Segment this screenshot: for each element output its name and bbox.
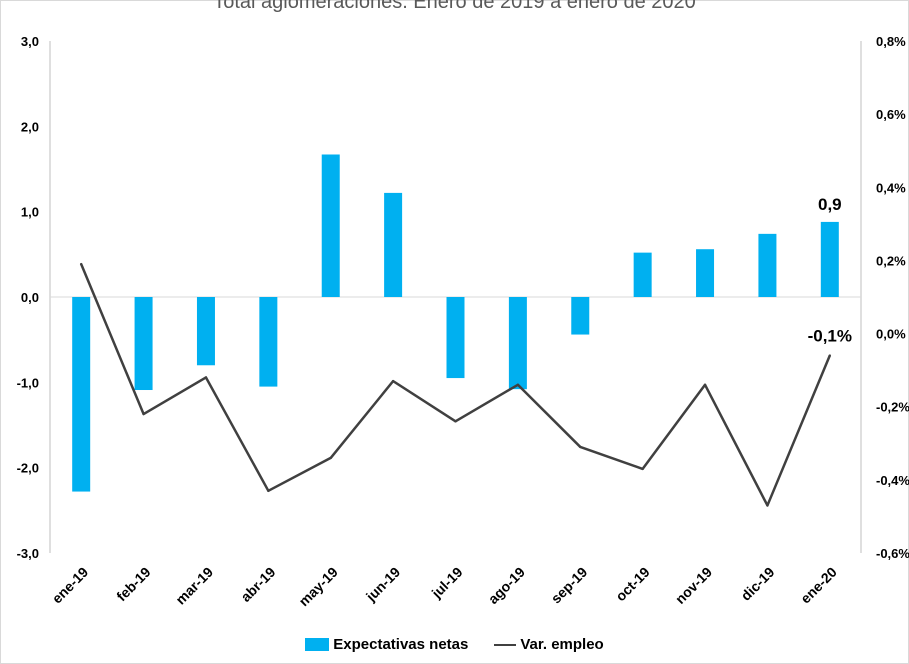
data-label-bar: 0,9 — [818, 195, 842, 214]
line-point — [766, 504, 769, 507]
bar — [321, 154, 340, 297]
line-point — [329, 456, 332, 460]
y-left-tick-label: 3,0 — [21, 34, 39, 49]
y-right-tick-label: 0,0% — [876, 327, 906, 342]
legend-item-line: Var. empleo — [494, 636, 604, 653]
y-right-tick-label: -0,2% — [876, 400, 909, 415]
x-tick-label: ene-19 — [49, 564, 92, 607]
x-tick-label: dic-19 — [738, 564, 778, 604]
x-tick-label: nov-19 — [672, 564, 715, 607]
x-tick-label: jun-19 — [362, 564, 403, 605]
line-point — [267, 489, 270, 493]
legend-item-bars: Expectativas netas — [305, 636, 468, 653]
x-tick-label: sep-19 — [548, 564, 591, 607]
bar — [820, 221, 839, 297]
x-tick-label: may-19 — [295, 564, 341, 610]
legend-swatch-bars — [305, 638, 330, 651]
line-point — [828, 354, 832, 357]
x-tick-label: mar-19 — [172, 564, 216, 608]
line-point — [142, 412, 145, 416]
y-right-tick-label: -0,6% — [876, 546, 909, 561]
bar — [696, 249, 715, 297]
bar — [446, 297, 465, 379]
bar — [196, 297, 215, 366]
y-left-tick-label: -1,0 — [17, 375, 39, 390]
x-tick-label: ene-20 — [797, 564, 840, 607]
x-tick-label: feb-19 — [113, 564, 154, 605]
y-left-tick-label: -3,0 — [17, 546, 39, 561]
legend: Expectativas netas Var. empleo — [0, 636, 909, 653]
x-tick-label: jul-19 — [428, 564, 466, 602]
bar — [259, 297, 278, 387]
bar — [758, 233, 777, 297]
line-point — [391, 379, 395, 383]
y-right-tick-label: 0,8% — [876, 34, 906, 49]
line-point — [579, 445, 582, 449]
y-right-tick-label: 0,2% — [876, 253, 906, 268]
y-right-tick-label: 0,4% — [876, 180, 906, 195]
data-label-line: -0,1% — [808, 327, 852, 346]
y-left-tick-label: 0,0 — [21, 290, 39, 305]
line-point — [703, 383, 707, 386]
y-left-tick-label: -2,0 — [17, 461, 39, 476]
line-point — [79, 262, 83, 266]
legend-label-bars: Expectativas netas — [333, 636, 469, 653]
bar — [508, 297, 527, 390]
line-point — [641, 467, 644, 471]
x-tick-label: ago-19 — [485, 564, 528, 607]
y-right-tick-label: 0,6% — [876, 107, 906, 122]
bar — [384, 192, 403, 297]
y-right-tick-label: -0,4% — [876, 473, 909, 488]
x-tick-label: oct-19 — [612, 564, 653, 605]
chart-title: Total aglomeraciones. Enero de 2019 a en… — [213, 0, 696, 13]
legend-label-line: Var. empleo — [520, 636, 604, 653]
line-point — [516, 383, 520, 386]
y-left-tick-label: 2,0 — [21, 119, 39, 134]
x-tick-label: abr-19 — [237, 564, 278, 605]
legend-swatch-line — [494, 643, 517, 646]
line-point — [204, 376, 208, 379]
bar — [571, 297, 590, 335]
line-point — [454, 420, 457, 423]
bar — [72, 297, 91, 492]
y-left-tick-label: 1,0 — [21, 205, 39, 220]
bar — [134, 297, 153, 391]
bar — [633, 252, 652, 297]
